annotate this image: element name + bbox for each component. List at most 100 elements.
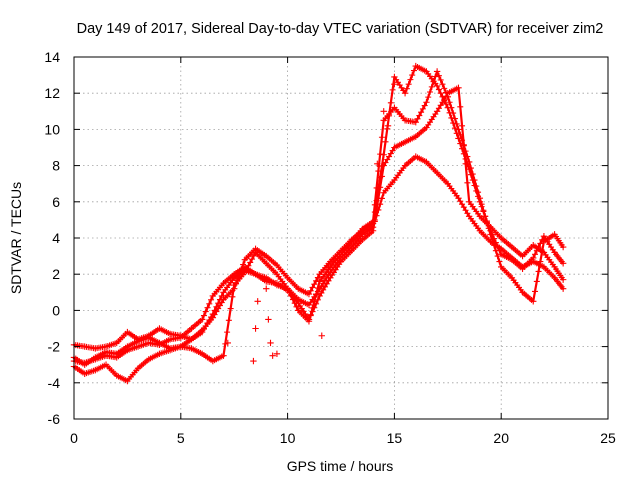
data-point-interp xyxy=(400,115,407,122)
data-point-interp xyxy=(318,289,325,296)
data-point-interp xyxy=(475,225,482,232)
data-point-interp xyxy=(227,305,234,312)
data-point-interp xyxy=(535,268,542,275)
data-point-interp xyxy=(492,239,499,246)
data-point-interp xyxy=(208,296,215,303)
data-point-interp xyxy=(122,344,129,351)
data-point-interp xyxy=(425,94,432,101)
data-point-interp xyxy=(282,283,289,290)
data-point-interp xyxy=(314,285,321,292)
data-point-interp xyxy=(384,125,391,132)
data-point xyxy=(263,285,270,292)
data-point-interp xyxy=(387,150,394,157)
data-point-interp xyxy=(176,332,183,339)
data-point-interp xyxy=(469,177,476,184)
data-point-interp xyxy=(532,288,539,295)
data-point-interp xyxy=(464,210,471,217)
data-point xyxy=(476,198,484,205)
data-point xyxy=(269,352,276,359)
data-point-interp xyxy=(427,88,433,95)
data-point-interp xyxy=(467,171,474,178)
data-point-interp xyxy=(464,161,471,168)
data-point-interp xyxy=(410,155,417,162)
data-point-interp xyxy=(460,204,467,211)
data-point-interp xyxy=(309,304,316,311)
data-point-interp xyxy=(197,328,204,335)
data-point-interp xyxy=(249,256,255,263)
data-point-interp xyxy=(537,240,544,247)
data-point-interp xyxy=(218,292,225,299)
data-point-interp xyxy=(382,138,389,145)
y-tick-label: -2 xyxy=(48,339,61,355)
data-point-interp xyxy=(288,292,295,299)
data-point-interp xyxy=(494,253,501,260)
data-point-interp xyxy=(386,153,393,160)
data-point-interp xyxy=(133,367,140,374)
data-point-interp xyxy=(197,349,204,356)
data-point-interp xyxy=(314,296,321,303)
data-point-interp xyxy=(143,357,150,364)
data-point-interp xyxy=(539,236,546,243)
data-point-interp xyxy=(307,287,314,294)
data-point-interp xyxy=(448,114,455,121)
data-point-interp xyxy=(409,72,416,79)
data-point-interp xyxy=(421,67,428,74)
series-line xyxy=(72,155,565,364)
data-point-interp xyxy=(272,279,279,286)
data-point-interp xyxy=(457,198,464,205)
data-point-interp xyxy=(410,118,417,125)
data-point-interp xyxy=(478,203,485,210)
data-point-interp xyxy=(211,311,218,318)
data-point-interp xyxy=(165,344,172,351)
data-point xyxy=(487,227,494,234)
data-point-interp xyxy=(250,252,257,259)
data-point-interp xyxy=(229,287,236,294)
data-point-interp xyxy=(386,112,393,119)
data-point-interp xyxy=(459,145,466,152)
data-point-interp xyxy=(443,178,450,185)
data-point-interp xyxy=(496,258,503,265)
data-point-interp xyxy=(410,67,417,74)
y-tick-label: 12 xyxy=(44,85,60,101)
data-point-interp xyxy=(441,85,448,92)
data-point-interp xyxy=(496,233,503,240)
data-point-interp xyxy=(218,299,225,306)
data-point-interp xyxy=(272,260,279,267)
data-point-interp xyxy=(451,115,458,122)
data-point-interp xyxy=(451,125,458,132)
data-point-interp xyxy=(405,81,412,88)
data-point-interp xyxy=(286,289,293,296)
data-point-interp xyxy=(453,120,460,127)
data-point-interp xyxy=(304,290,311,297)
data-point-interp xyxy=(154,351,161,358)
data-point-interp xyxy=(432,80,439,87)
data-point-interp xyxy=(549,273,556,280)
data-point-interp xyxy=(439,93,446,100)
x-tick-label: 10 xyxy=(280,430,296,446)
data-point xyxy=(380,151,387,158)
data-point-interp xyxy=(325,260,332,267)
data-point-interp xyxy=(261,251,268,258)
data-point-interp xyxy=(122,330,129,337)
data-point-interp xyxy=(165,337,172,344)
y-tick-label: 2 xyxy=(52,266,60,282)
data-point-interp xyxy=(325,266,332,273)
data-point-interp xyxy=(304,316,311,323)
data-point-interp xyxy=(389,86,396,93)
data-point-interp xyxy=(377,151,384,158)
data-point-interp xyxy=(165,330,172,337)
data-point-interp xyxy=(368,229,375,236)
data-point-interp xyxy=(453,130,460,137)
data-point-interp xyxy=(473,187,480,194)
data-point-interp xyxy=(154,339,161,346)
x-axis-label: GPS time / hours xyxy=(287,458,394,474)
data-point-interp xyxy=(90,367,97,374)
data-point-interp xyxy=(437,90,444,97)
data-point-interp xyxy=(111,340,118,347)
data-point-interp xyxy=(291,300,298,307)
data-point-interp xyxy=(368,221,375,228)
data-point-interp xyxy=(400,165,407,172)
data-point-interp xyxy=(378,163,385,170)
x-tick-label: 0 xyxy=(70,430,78,446)
